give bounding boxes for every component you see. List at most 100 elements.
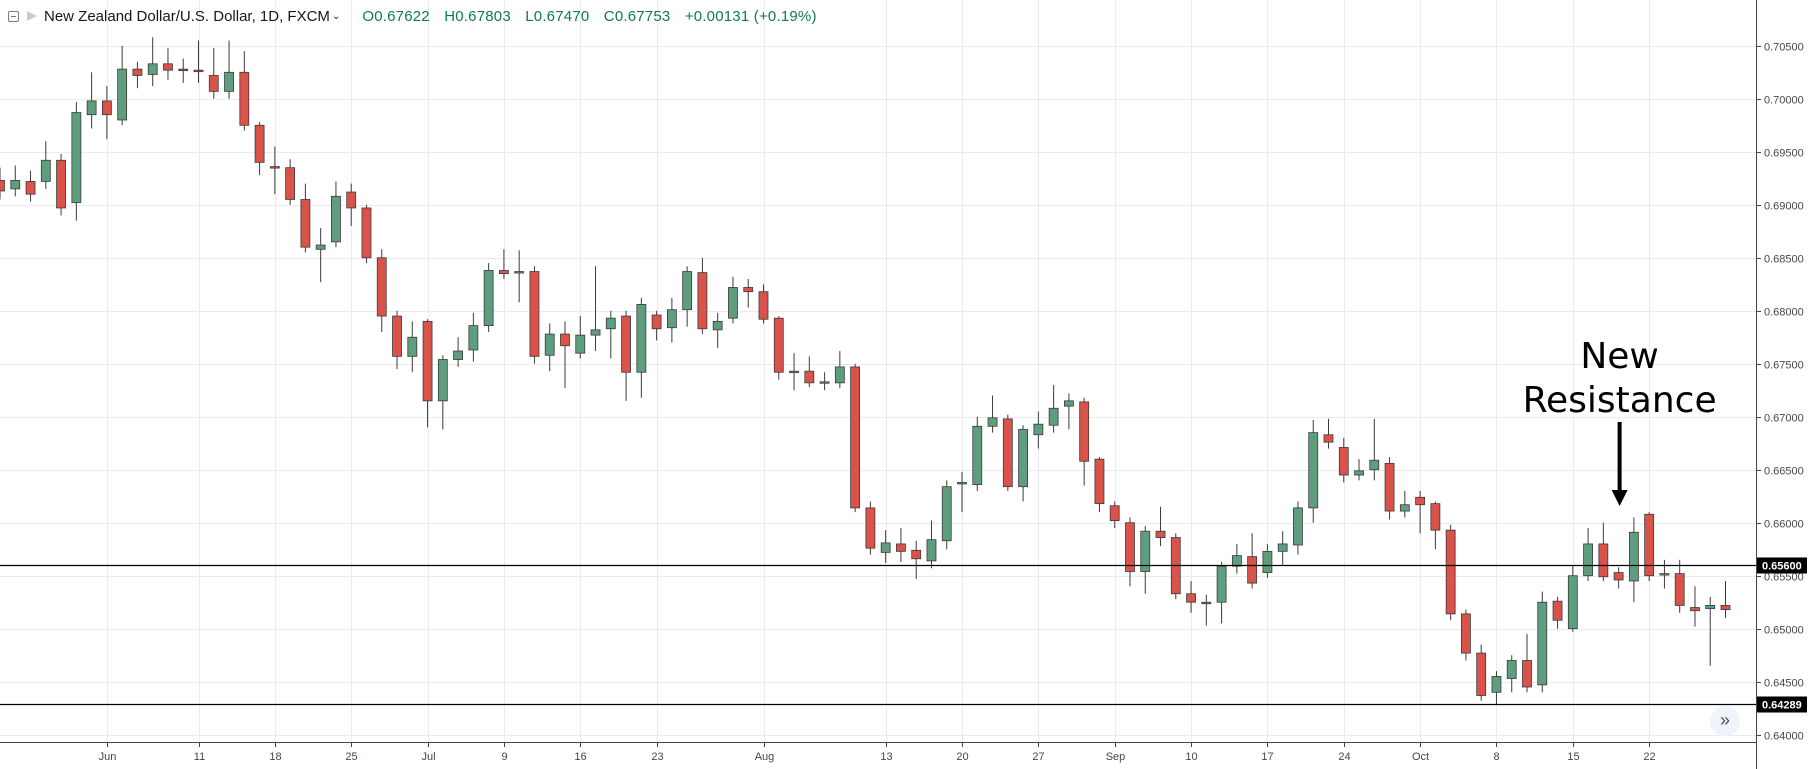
time-tick-label: 10 — [1185, 751, 1197, 763]
candle — [1628, 517, 1639, 603]
candle-body-down — [285, 167, 296, 200]
candle-body-up — [1399, 504, 1410, 512]
candle — [1186, 581, 1196, 613]
time-axis[interactable]: Jun 11 18 25 Jul 9 16 23 Aug 13 20 27 Sep 10 17 24 Oct 8 1… — [99, 742, 1656, 763]
candle-body-up — [636, 303, 647, 373]
candle-body-down — [896, 543, 906, 552]
candle — [697, 257, 708, 335]
candle-body-down — [697, 272, 708, 330]
candle — [712, 312, 723, 348]
time-tick-label: 15 — [1567, 751, 1579, 763]
candle — [865, 501, 876, 555]
time-tick-label: 22 — [1643, 751, 1655, 763]
time-tick-label: Aug — [755, 751, 775, 763]
symbol-title[interactable]: New Zealand Dollar/U.S. Dollar, 1D, FXCM — [44, 7, 330, 25]
candle — [1506, 655, 1517, 693]
level-price-tag — [1757, 696, 1807, 713]
candle — [605, 310, 616, 359]
candle — [1705, 596, 1716, 666]
candle — [1399, 490, 1410, 518]
candle — [40, 141, 51, 189]
candle-body-down — [865, 507, 876, 549]
candle — [1201, 594, 1212, 626]
candle-body-down — [163, 63, 173, 71]
candle-body-down — [132, 68, 143, 76]
candle — [575, 316, 586, 359]
ohlc-high: H0.67803 — [444, 7, 511, 25]
time-tick-label: 18 — [269, 751, 281, 763]
candle-body-down — [56, 159, 66, 209]
ohlc-values: O0.67622 H0.67803 L0.67470 C0.67753 +0.0… — [362, 8, 826, 25]
horizontal-levels[interactable]: 0.65600 0.64289 — [0, 557, 1807, 713]
candle — [621, 310, 631, 401]
candle — [71, 101, 82, 221]
price-tick-label: 0.64000 — [1764, 731, 1804, 743]
candle — [224, 40, 234, 99]
candle-body-up — [331, 195, 341, 243]
candle — [1338, 437, 1349, 483]
time-tick-label: Oct — [1412, 751, 1429, 763]
candle-body-down — [1002, 418, 1013, 488]
candle-body-down — [254, 124, 265, 163]
candle — [789, 353, 799, 391]
time-tick-label: 24 — [1338, 751, 1350, 763]
candle-body-up — [834, 366, 845, 384]
candle — [101, 86, 112, 140]
candle-body-down — [0, 179, 5, 192]
level-price-tag — [1757, 557, 1807, 574]
candle-body-down — [178, 68, 189, 72]
chevron-down-icon[interactable]: ⌄ — [331, 10, 341, 22]
candle-body-down — [1338, 447, 1349, 476]
candle-body-up — [1308, 432, 1319, 509]
candle — [834, 351, 845, 389]
time-tick-label: 13 — [880, 751, 892, 763]
candle-body-down — [1186, 593, 1196, 603]
candle-body-up — [1018, 429, 1028, 488]
candle — [1644, 512, 1655, 582]
candle-body-down — [422, 320, 433, 402]
candle — [1262, 543, 1273, 578]
time-tick-label: 20 — [956, 751, 968, 763]
candle — [666, 298, 677, 343]
candle-body-up — [483, 270, 494, 326]
price-tick-label: 0.69500 — [1764, 148, 1804, 160]
candle — [239, 51, 250, 131]
candle — [896, 528, 906, 562]
candle-body-up — [407, 336, 418, 357]
candles — [0, 37, 1731, 706]
time-tick-label: 23 — [651, 751, 663, 763]
candle — [1079, 397, 1090, 486]
collapse-icon[interactable] — [8, 10, 19, 22]
candle-body-down — [1430, 503, 1441, 531]
candle — [804, 356, 815, 388]
candle — [468, 312, 479, 362]
candle — [880, 530, 891, 564]
candle — [560, 321, 570, 389]
candle-body-down — [1476, 652, 1487, 696]
candle-body-down — [773, 317, 784, 373]
candle-body-up — [117, 68, 128, 121]
candle — [1247, 533, 1258, 589]
candle — [300, 183, 311, 253]
candle — [437, 355, 448, 430]
price-tick-label: 0.69000 — [1764, 201, 1804, 213]
candle-body-down — [101, 100, 112, 116]
candle-body-down — [1109, 505, 1120, 522]
time-tick-label: Sep — [1106, 751, 1126, 763]
scroll-to-realtime-button[interactable]: » — [1710, 706, 1740, 736]
candle-body-up — [1583, 543, 1593, 577]
candle — [911, 540, 922, 579]
time-tick-label: Jun — [99, 751, 117, 763]
candle — [163, 47, 173, 80]
annotation: New Resistance — [1523, 336, 1717, 506]
candle-body-down — [239, 71, 250, 126]
annotation-line-1: New — [1580, 336, 1659, 377]
candle — [1277, 531, 1288, 566]
candle — [1293, 501, 1303, 555]
candle-body-down — [392, 315, 402, 357]
candle — [132, 61, 143, 89]
level-price-label: 0.65600 — [1762, 561, 1802, 573]
candle — [1125, 517, 1135, 587]
